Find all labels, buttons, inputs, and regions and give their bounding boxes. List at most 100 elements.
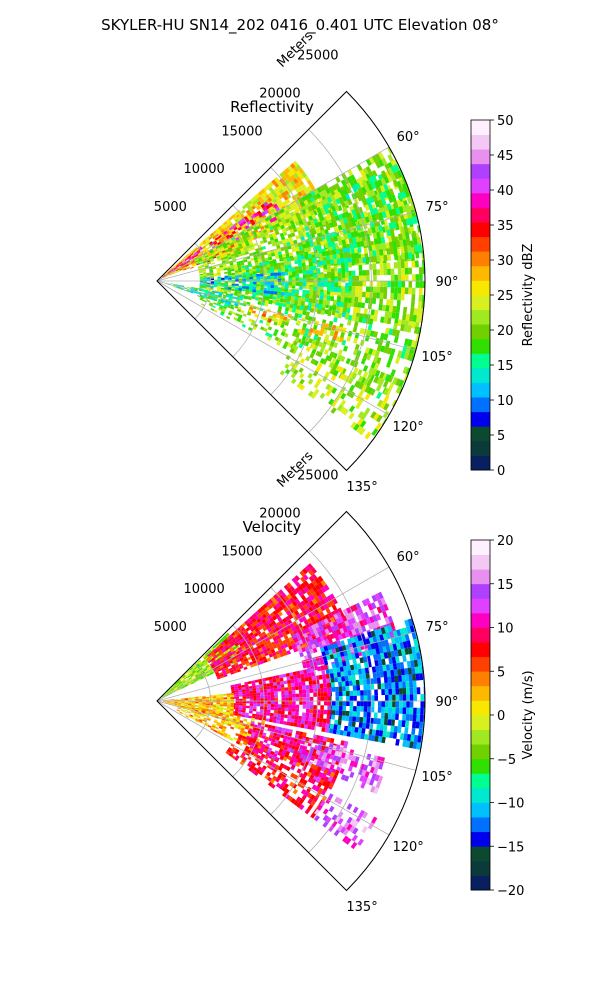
reflectivity-cell: [272, 296, 277, 300]
reflectivity-cell: [341, 277, 346, 283]
reflectivity-cell: [216, 271, 221, 274]
reflectivity-cell: [264, 231, 269, 237]
reflectivity-cell: [277, 226, 282, 231]
reflectivity-cell: [253, 242, 258, 247]
velocity-cell: [402, 654, 407, 662]
reflectivity-cell: [291, 267, 296, 272]
reflectivity-cell: [273, 235, 278, 240]
reflectivity-cell: [256, 232, 261, 237]
velocity-cell: [276, 681, 281, 686]
reflectivity-cell: [215, 228, 220, 232]
reflectivity-cell: [237, 291, 242, 295]
reflectivity-cell: [347, 257, 352, 263]
reflectivity-cell: [309, 294, 313, 299]
reflectivity-cell: [365, 166, 372, 174]
reflectivity-cell: [187, 256, 192, 259]
velocity-cell: [311, 676, 316, 681]
reflectivity-cell: [192, 250, 197, 254]
velocity-cell: [363, 690, 368, 696]
reflectivity-cell: [207, 253, 212, 257]
reflectivity-cell: [356, 164, 363, 172]
reflectivity-cell: [184, 258, 189, 262]
velocity-cell: [289, 672, 294, 677]
reflectivity-cell: [233, 250, 238, 254]
reflectivity-cell: [337, 296, 342, 302]
reflectivity-cell: [209, 241, 213, 245]
reflectivity-cell: [280, 265, 285, 270]
reflectivity-cell: [287, 233, 292, 239]
velocity-cell: [335, 686, 339, 692]
reflectivity-cell: [305, 290, 310, 295]
reflectivity-cell: [255, 265, 260, 269]
reflectivity-cell: [276, 262, 281, 267]
reflectivity-cell: [236, 261, 241, 264]
reflectivity-cell: [286, 221, 292, 227]
reflectivity-cell: [315, 193, 322, 199]
reflectivity-cell: [274, 177, 280, 183]
colorbar-tick-label: 20: [497, 324, 514, 339]
reflectivity-cell: [260, 233, 266, 238]
reflectivity-cell: [417, 308, 422, 316]
reflectivity-cell: [355, 275, 360, 281]
reflectivity-cell: [228, 216, 233, 221]
velocity-cell: [366, 678, 371, 685]
reflectivity-cell: [285, 303, 290, 308]
reflectivity-cell: [233, 293, 238, 296]
reflectivity-cell: [302, 293, 306, 298]
velocity-cell: [399, 701, 403, 708]
reflectivity-cell: [249, 202, 255, 208]
reflectivity-cell: [355, 258, 360, 264]
reflectivity-cell: [320, 282, 325, 287]
reflectivity-cell: [247, 211, 253, 217]
velocity-cell: [376, 671, 381, 678]
reflectivity-cell: [260, 284, 264, 288]
velocity-cell: [351, 674, 356, 681]
reflectivity-cell: [306, 270, 310, 275]
reflectivity-cell: [244, 249, 249, 253]
reflectivity-cell: [219, 253, 224, 257]
reflectivity-cell: [345, 287, 349, 293]
reflectivity-cell: [278, 275, 282, 279]
velocity-cell: [381, 689, 385, 696]
reflectivity-cell: [252, 268, 257, 272]
reflectivity-cell: [210, 281, 214, 283]
reflectivity-cell: [295, 289, 300, 294]
reflectivity-cell: [224, 240, 229, 244]
velocity-cell: [353, 690, 357, 696]
reflectivity-cell: [301, 258, 306, 264]
reflectivity-cell: [257, 258, 262, 263]
reflectivity-cell: [267, 276, 271, 280]
reflectivity-cell: [336, 253, 341, 259]
reflectivity-cell: [200, 264, 205, 267]
velocity-cell: [341, 681, 346, 687]
reflectivity-cell: [248, 241, 254, 246]
reflectivity-cell: [251, 205, 256, 210]
reflectivity-cell: [388, 305, 394, 312]
velocity-cell: [363, 701, 368, 707]
reflectivity-cell: [282, 170, 288, 176]
reflectivity-cell: [372, 298, 377, 304]
reflectivity-cell: [343, 302, 348, 308]
reflectivity-cell: [182, 267, 187, 270]
reflectivity-cell: [404, 267, 409, 275]
velocity-cell: [356, 690, 361, 696]
reflectivity-cell: [383, 292, 388, 300]
reflectivity-cell: [205, 249, 209, 253]
reflectivity-cell: [237, 241, 242, 245]
reflectivity-cell: [271, 232, 277, 237]
reflectivity-cell: [185, 265, 189, 269]
reflectivity-cell: [259, 198, 265, 204]
velocity-cell: [384, 707, 389, 714]
reflectivity-cell: [353, 337, 358, 344]
reflectivity-cell: [289, 186, 296, 192]
reflectivity-cell: [411, 294, 416, 302]
velocity-cell: [398, 707, 403, 714]
velocity-cell: [402, 707, 407, 714]
reflectivity-cell: [240, 309, 245, 314]
reflectivity-cell: [248, 268, 253, 272]
reflectivity-cell: [162, 276, 167, 279]
reflectivity-cell: [347, 169, 354, 177]
reflectivity-cell: [246, 236, 252, 241]
velocity-cell: [401, 674, 406, 682]
reflectivity-cell: [230, 236, 236, 241]
